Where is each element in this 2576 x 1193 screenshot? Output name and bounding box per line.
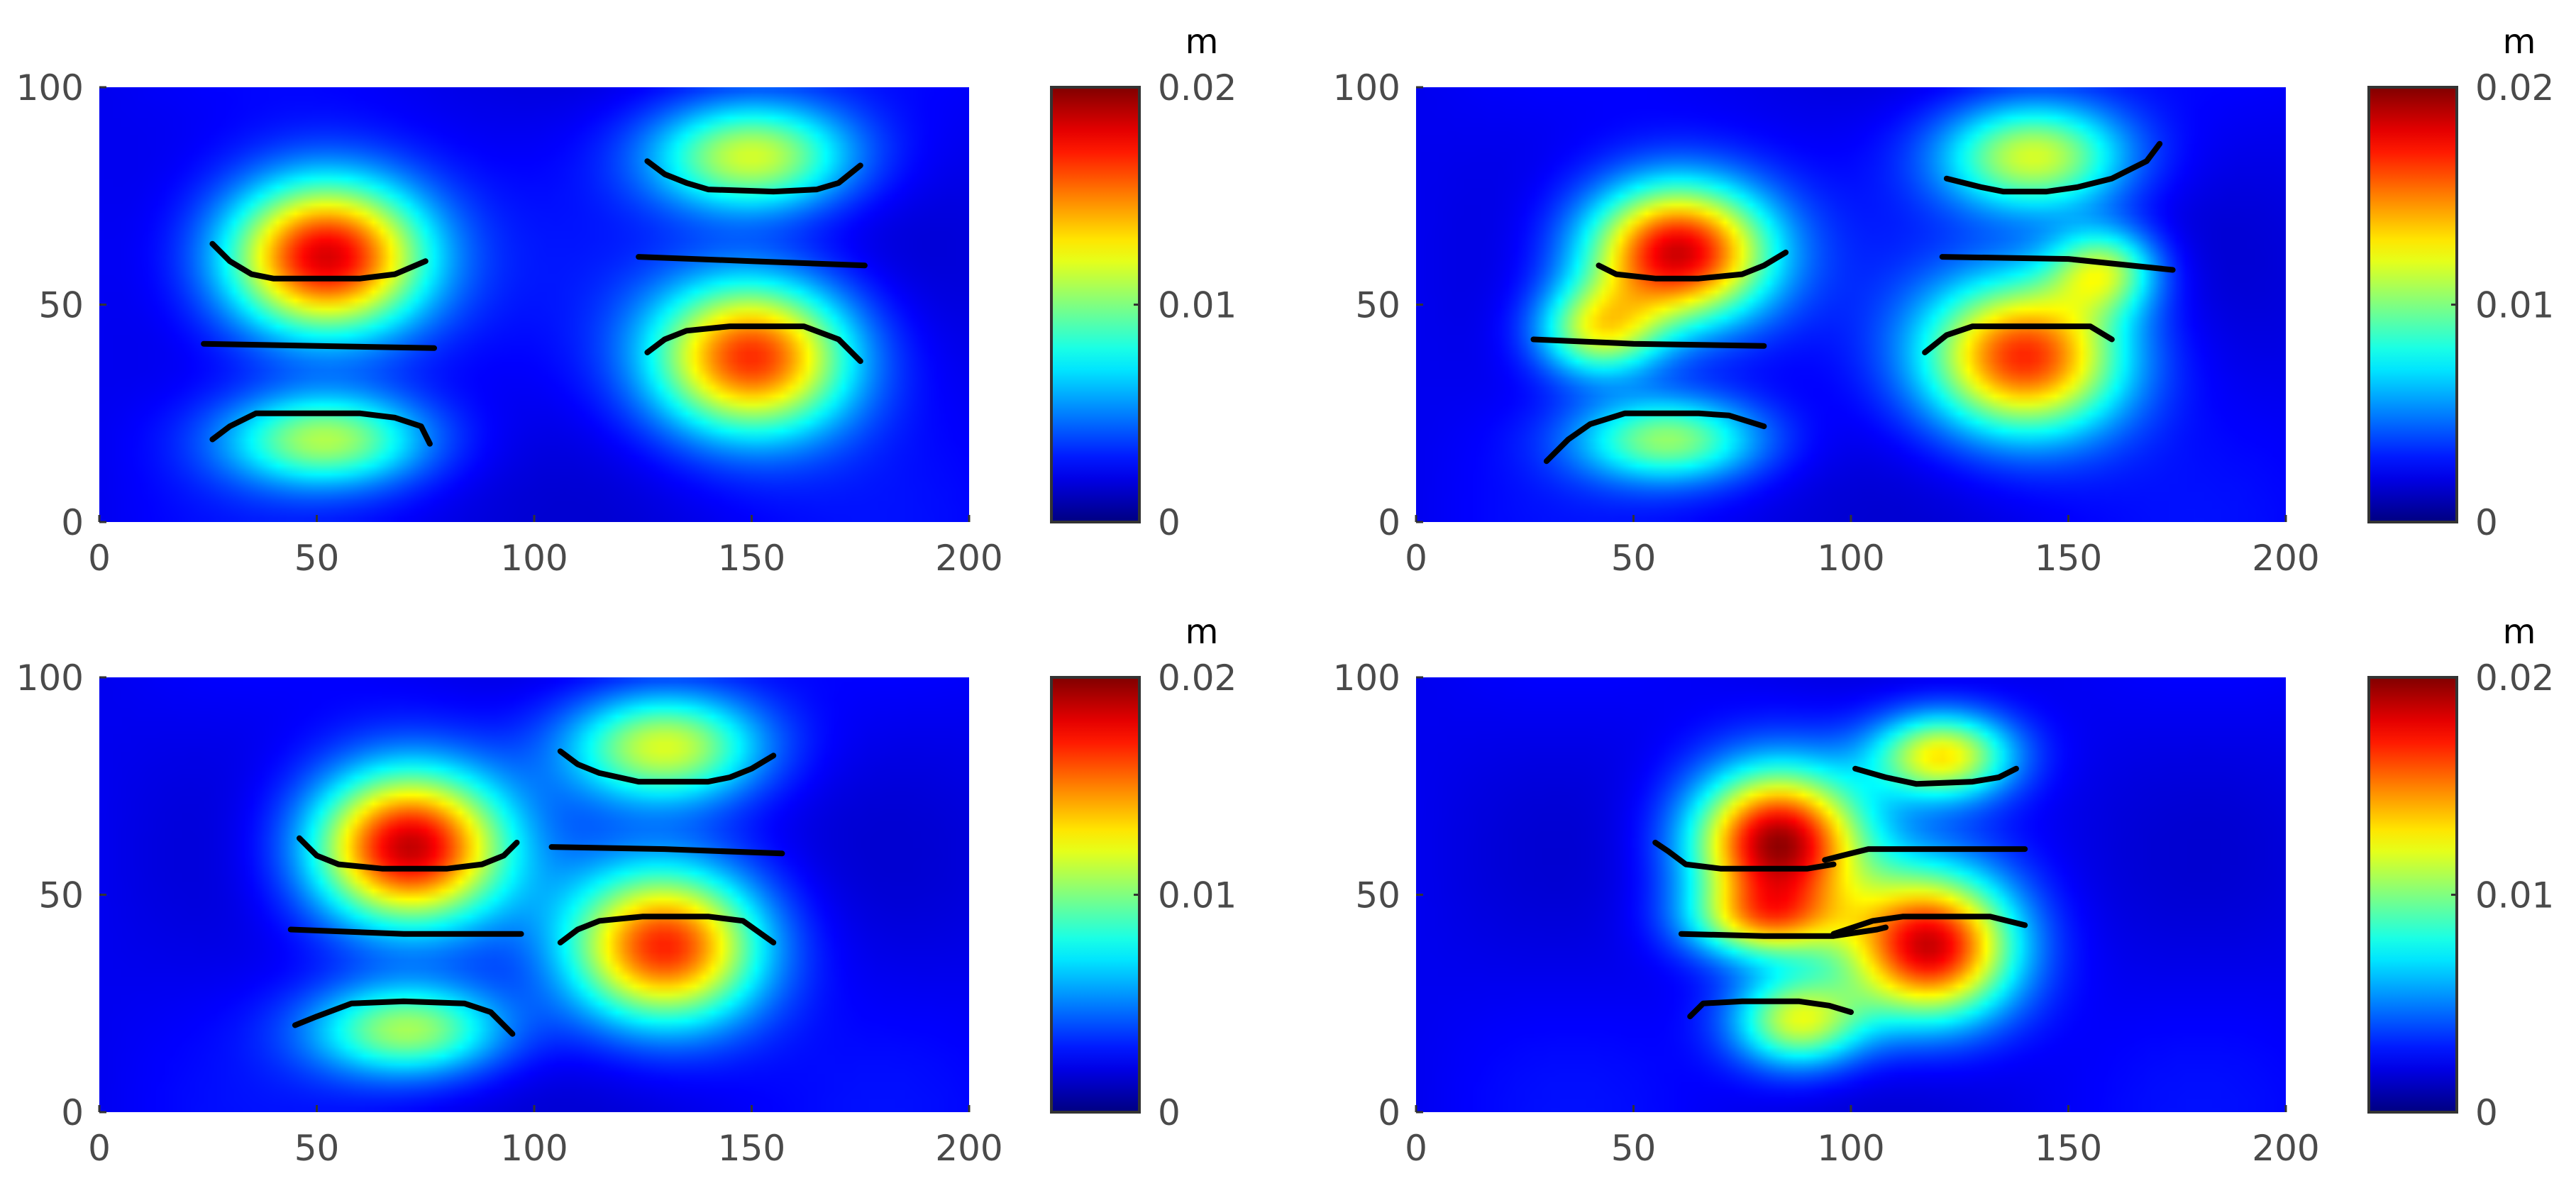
- contour-curve-5: [548, 844, 785, 857]
- x-tick-label: 150: [718, 1128, 785, 1169]
- colorbar-tick-label: 0.02: [1158, 657, 1237, 699]
- contour-curve-5: [636, 254, 868, 269]
- x-tick-label: 150: [718, 538, 785, 579]
- colorbar: m 0 0.01 0.02: [1050, 612, 1237, 1133]
- x-tick-label: 200: [2252, 1128, 2319, 1169]
- contour-curve-4: [557, 748, 777, 785]
- contour-curve-4: [1943, 140, 2163, 195]
- colorbar-tick-label: 0: [1158, 502, 1181, 543]
- contour-curve-6: [557, 914, 777, 945]
- contour-curve-1: [297, 835, 520, 872]
- x-tick-label: 0: [1405, 1128, 1427, 1169]
- y-tick-label: 0: [61, 502, 84, 543]
- y-tick-label: 100: [1333, 657, 1400, 699]
- contour-curve-5: [1939, 254, 2176, 273]
- y-tick-label: 50: [1355, 875, 1400, 916]
- colorbar-gradient: [1050, 676, 1141, 1114]
- colorbar-tick-label: 0: [1158, 1092, 1181, 1133]
- x-tick-label: 0: [1405, 538, 1427, 579]
- colorbar-gradient: [2367, 86, 2458, 523]
- contour-curve-6: [1922, 323, 2115, 355]
- x-tick-label: 0: [88, 1128, 111, 1169]
- contour-curve-4: [644, 158, 863, 195]
- colorbar-tick-label: 0.02: [2475, 67, 2554, 109]
- heatmap-field: [99, 677, 969, 1112]
- x-tick-label: 50: [1611, 538, 1657, 579]
- colorbar-tick-label: 0: [2475, 1092, 2498, 1133]
- colorbar-unit-label: m: [1185, 22, 1219, 62]
- contour-curve-6: [1830, 914, 2028, 937]
- x-tick-label: 0: [88, 538, 111, 579]
- x-tick-label: 100: [1817, 538, 1884, 579]
- panel-1: 0 50 100 150 200 0 50 100 m 0 0.01 0.02: [16, 22, 1237, 579]
- contour-curve-2: [287, 926, 524, 937]
- contour-curve-2: [201, 340, 437, 351]
- y-tick-label: 100: [16, 67, 84, 109]
- contour-curve-5: [1822, 846, 2028, 863]
- contour-curve-1: [1652, 839, 1837, 872]
- contour-curve-3: [1543, 410, 1767, 465]
- contour-curve-3: [292, 998, 516, 1037]
- heatmap-field: [99, 87, 969, 522]
- x-tick-label: 50: [294, 1128, 340, 1169]
- x-tick-label: 200: [2252, 538, 2319, 579]
- colorbar-unit-label: m: [2503, 22, 2536, 62]
- y-tick-label: 0: [61, 1092, 84, 1133]
- colorbar-tick-label: 0: [2475, 502, 2498, 543]
- y-tick-label: 50: [38, 285, 84, 326]
- colorbar-gradient: [1050, 86, 1141, 523]
- x-tick-label: 100: [500, 538, 568, 579]
- colorbar: m 0 0.01 0.02: [1050, 22, 1237, 543]
- panel-4: 0 50 100 150 200 0 50 100 m 0 0.01 0.02: [1333, 612, 2555, 1169]
- colorbar-gradient: [2367, 676, 2458, 1114]
- x-tick-label: 50: [294, 538, 340, 579]
- x-tick-label: 150: [2035, 1128, 2102, 1169]
- y-tick-label: 100: [1333, 67, 1400, 109]
- contour-curve-3: [209, 410, 433, 447]
- colorbar-tick-label: 0.01: [2475, 285, 2554, 326]
- heatmap-field: [1416, 677, 2286, 1112]
- contour-curve-3: [1687, 998, 1854, 1020]
- contour-curve-1: [1596, 249, 1789, 282]
- x-tick-label: 100: [500, 1128, 568, 1169]
- panel-3: 0 50 100 150 200 0 50 100 m 0 0.01 0.02: [16, 612, 1237, 1169]
- x-tick-label: 100: [1817, 1128, 1884, 1169]
- x-tick-label: 150: [2035, 538, 2102, 579]
- y-tick-label: 50: [38, 875, 84, 916]
- contour-curve-2: [1530, 336, 1767, 349]
- colorbar-tick-label: 0.01: [1158, 875, 1237, 916]
- contour-curve-1: [209, 240, 429, 282]
- colorbar-tick-label: 0.01: [2475, 875, 2554, 916]
- colorbar-tick-label: 0.01: [1158, 285, 1237, 326]
- y-tick-label: 0: [1378, 502, 1400, 543]
- x-tick-label: 200: [935, 1128, 1002, 1169]
- colorbar-unit-label: m: [2503, 612, 2536, 652]
- y-tick-label: 50: [1355, 285, 1400, 326]
- contour-curve-4: [1852, 765, 2019, 787]
- y-tick-label: 0: [1378, 1092, 1400, 1133]
- y-tick-label: 100: [16, 657, 84, 699]
- x-tick-label: 200: [935, 538, 1002, 579]
- colorbar-tick-label: 0.02: [2475, 657, 2554, 699]
- colorbar: m 0 0.01 0.02: [2367, 22, 2554, 543]
- colorbar-tick-label: 0.02: [1158, 67, 1237, 109]
- contour-curve-6: [644, 323, 863, 365]
- x-tick-label: 50: [1611, 1128, 1657, 1169]
- colorbar: m 0 0.01 0.02: [2367, 612, 2554, 1133]
- colorbar-unit-label: m: [1185, 612, 1219, 652]
- panel-2: 0 50 100 150 200 0 50 100 m 0 0.01 0.02: [1333, 22, 2555, 579]
